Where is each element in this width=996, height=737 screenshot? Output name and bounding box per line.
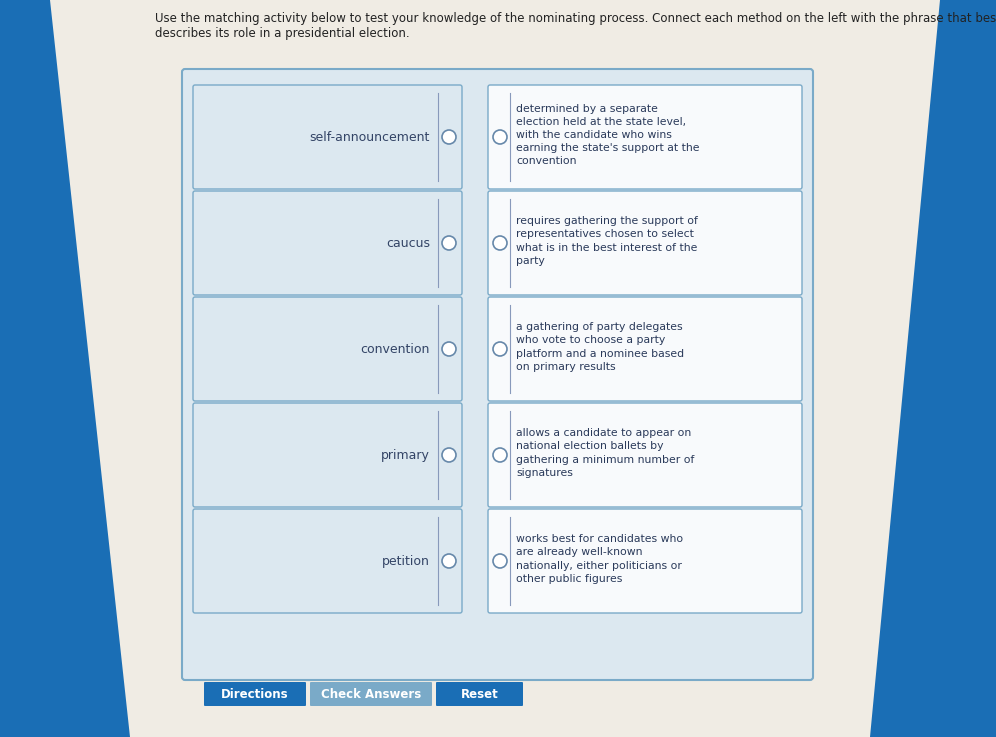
FancyBboxPatch shape	[193, 509, 462, 613]
FancyBboxPatch shape	[488, 191, 802, 295]
Circle shape	[442, 130, 456, 144]
FancyBboxPatch shape	[488, 85, 802, 189]
Text: requires gathering the support of
representatives chosen to select
what is in th: requires gathering the support of repres…	[516, 216, 698, 266]
FancyBboxPatch shape	[193, 297, 462, 401]
Text: Reset: Reset	[460, 688, 498, 700]
FancyBboxPatch shape	[436, 682, 523, 706]
FancyBboxPatch shape	[488, 509, 802, 613]
Text: primary: primary	[381, 449, 430, 461]
FancyBboxPatch shape	[182, 69, 813, 680]
Text: petition: petition	[382, 554, 430, 567]
FancyBboxPatch shape	[193, 403, 462, 507]
Text: Check Answers: Check Answers	[321, 688, 421, 700]
FancyBboxPatch shape	[488, 297, 802, 401]
Text: works best for candidates who
are already well-known
nationally, either politici: works best for candidates who are alread…	[516, 534, 683, 584]
Circle shape	[442, 448, 456, 462]
Polygon shape	[870, 0, 996, 737]
Text: a gathering of party delegates
who vote to choose a party
platform and a nominee: a gathering of party delegates who vote …	[516, 322, 684, 371]
FancyBboxPatch shape	[204, 682, 306, 706]
Text: determined by a separate
election held at the state level,
with the candidate wh: determined by a separate election held a…	[516, 104, 699, 167]
Text: describes its role in a presidential election.: describes its role in a presidential ele…	[155, 27, 409, 40]
Circle shape	[493, 130, 507, 144]
Text: allows a candidate to appear on
national election ballets by
gathering a minimum: allows a candidate to appear on national…	[516, 428, 694, 478]
Circle shape	[493, 342, 507, 356]
Circle shape	[493, 236, 507, 250]
Polygon shape	[0, 0, 130, 737]
FancyBboxPatch shape	[193, 85, 462, 189]
Text: caucus: caucus	[386, 237, 430, 250]
Circle shape	[442, 342, 456, 356]
Circle shape	[442, 554, 456, 568]
Text: convention: convention	[361, 343, 430, 355]
Circle shape	[493, 554, 507, 568]
FancyBboxPatch shape	[193, 191, 462, 295]
FancyBboxPatch shape	[488, 403, 802, 507]
Text: self-announcement: self-announcement	[310, 130, 430, 144]
Text: Directions: Directions	[221, 688, 289, 700]
Circle shape	[493, 448, 507, 462]
FancyBboxPatch shape	[310, 682, 432, 706]
Text: Use the matching activity below to test your knowledge of the nominating process: Use the matching activity below to test …	[155, 12, 996, 25]
Circle shape	[442, 236, 456, 250]
